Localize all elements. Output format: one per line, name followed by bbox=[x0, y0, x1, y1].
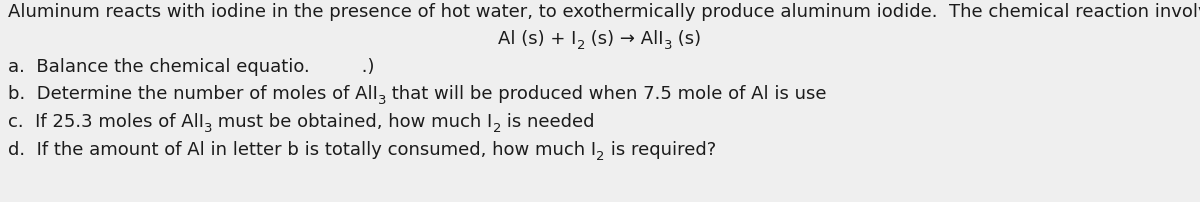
Text: 3: 3 bbox=[378, 94, 386, 107]
Text: (s) → AlI: (s) → AlI bbox=[586, 30, 664, 48]
Text: d.  If the amount of Al in letter b is totally consumed, how much I: d. If the amount of Al in letter b is to… bbox=[8, 141, 596, 159]
Text: that will be produced when 7.5 mole of Al is use: that will be produced when 7.5 mole of A… bbox=[386, 85, 827, 103]
Text: a.  Balance the chemical equatio.: a. Balance the chemical equatio. bbox=[8, 58, 310, 76]
Text: (s): (s) bbox=[672, 30, 702, 48]
Text: c.  If 25.3 moles of AlI: c. If 25.3 moles of AlI bbox=[8, 113, 204, 131]
Text: .): .) bbox=[310, 58, 374, 76]
Text: Aluminum reacts with iodine in the presence of hot water, to exothermically prod: Aluminum reacts with iodine in the prese… bbox=[8, 3, 1200, 21]
Text: 2: 2 bbox=[493, 122, 502, 135]
Text: is required?: is required? bbox=[605, 141, 716, 159]
Text: must be obtained, how much I: must be obtained, how much I bbox=[212, 113, 493, 131]
Text: b.  Determine the number of moles of AlI: b. Determine the number of moles of AlI bbox=[8, 85, 378, 103]
Text: 3: 3 bbox=[664, 39, 672, 52]
Text: 2: 2 bbox=[577, 39, 586, 52]
Text: 2: 2 bbox=[596, 150, 605, 163]
Text: Al (s) + I: Al (s) + I bbox=[498, 30, 577, 48]
Text: is needed: is needed bbox=[502, 113, 595, 131]
Text: 3: 3 bbox=[204, 122, 212, 135]
